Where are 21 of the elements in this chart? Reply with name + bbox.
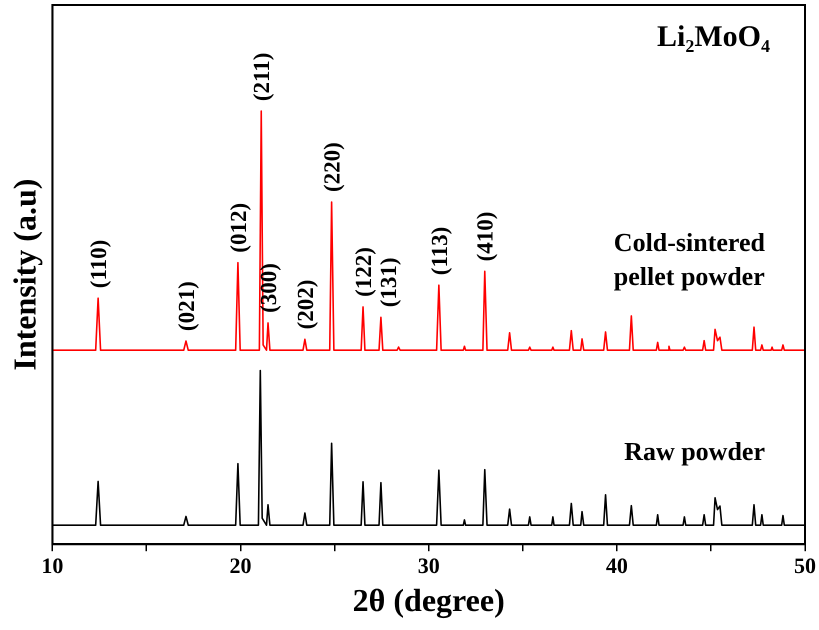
x-tick-label: 10 [41,553,64,578]
annotation: (410) [472,212,498,262]
annotation: (211) [249,52,274,102]
annotation: (122) [350,247,376,297]
x-tick-label: 20 [230,553,252,578]
series-label: Raw powder [624,437,766,466]
annotation: (021) [174,281,199,332]
annotation: (113) [426,226,452,276]
annotation: (220) [320,142,345,192]
x-tick-label: 30 [418,553,440,578]
annotation: (110) [86,240,112,288]
series-label: Cold-sintered pellet powder [614,228,766,292]
x-tick-label: 50 [794,553,816,578]
annotation: (202) [292,280,318,330]
x-axis-title: 2θ (degree) [352,582,505,620]
annotation: (300) [256,263,281,313]
y-axis-title: Intensity (a.u) [6,178,42,371]
annotation: (012) [226,202,251,253]
chart-title: Li₂MoO₄ [657,20,770,53]
x-tick-label: 40 [606,553,628,578]
annotation: (131) [376,257,401,308]
